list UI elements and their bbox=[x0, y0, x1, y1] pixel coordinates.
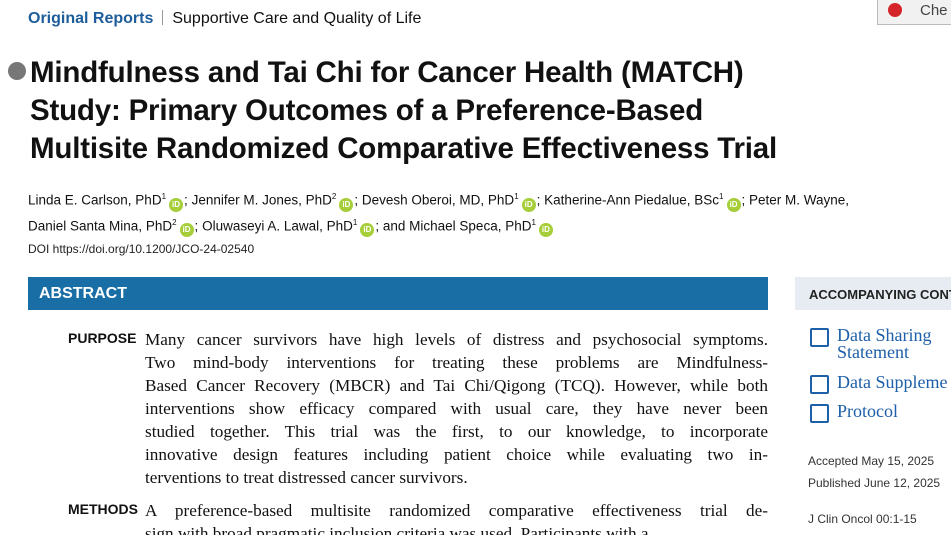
title-line: Mindfulness and Tai Chi for Cancer Healt… bbox=[30, 56, 744, 89]
orcid-icon[interactable]: iD bbox=[521, 197, 536, 212]
affiliation: 1 bbox=[161, 192, 167, 201]
author-line: Linda E. Carlson, PhD1iD; Jennifer M. Jo… bbox=[28, 186, 951, 212]
link-line: Statement bbox=[837, 342, 909, 362]
link-text: Data Sharing Statement bbox=[837, 325, 932, 362]
doi[interactable]: DOI https://doi.org/10.1200/JCO-24-02540 bbox=[28, 242, 255, 256]
text-line: interventions show efficacy compared wit… bbox=[145, 399, 768, 418]
link-icon bbox=[810, 404, 829, 423]
link-line: Protocol bbox=[837, 401, 898, 421]
separator: ; bbox=[354, 192, 359, 208]
text-line: Based Cancer Recovery (MBCR) and Tai Chi… bbox=[145, 376, 768, 395]
link-icon bbox=[810, 375, 829, 394]
author-name[interactable]: and Michael Speca, PhD bbox=[382, 218, 532, 233]
section-link[interactable]: Original Reports bbox=[28, 10, 154, 27]
link-text: Data Suppleme bbox=[837, 372, 948, 392]
section-label: PURPOSE bbox=[68, 330, 137, 346]
author-line: Daniel Santa Mina, PhD2iD; Oluwaseyi A. … bbox=[28, 212, 951, 237]
affiliation: 1 bbox=[514, 192, 519, 201]
separator: ; bbox=[375, 218, 380, 233]
open-access-icon bbox=[8, 62, 26, 80]
update-button[interactable]: Che bbox=[877, 0, 951, 25]
author-name[interactable]: Oluwaseyi A. Lawal, PhD bbox=[202, 218, 353, 233]
article-title: Mindfulness and Tai Chi for Cancer Healt… bbox=[30, 54, 777, 168]
affiliation: 1 bbox=[352, 217, 358, 227]
abstract-heading: ABSTRACT bbox=[28, 277, 768, 310]
author-name[interactable]: Peter M. Wayne, bbox=[749, 192, 850, 208]
orcid-icon[interactable]: iD bbox=[339, 197, 354, 212]
text-line: Two mind-body interventions for treating… bbox=[145, 353, 768, 372]
date: Published June 12, 2025 bbox=[808, 476, 941, 490]
affiliation: 1 bbox=[531, 217, 536, 227]
text-line: Many cancer survivors have high levels o… bbox=[145, 330, 768, 349]
link-line: Data Suppleme bbox=[837, 372, 948, 392]
link-text: Protocol bbox=[837, 401, 898, 421]
author-name[interactable]: Jennifer M. Jones, PhD bbox=[191, 192, 332, 208]
separator: ; bbox=[184, 192, 188, 208]
section-label: METHODS bbox=[68, 501, 138, 517]
author-name[interactable]: Katherine-Ann Piedalue, BSc bbox=[544, 192, 720, 208]
text-line: A preference-based multisite randomized … bbox=[145, 501, 768, 520]
subsection: Supportive Care and Quality of Life bbox=[172, 10, 422, 27]
link-line: Data Sharing bbox=[837, 325, 932, 345]
affiliation: 2 bbox=[172, 217, 177, 227]
link-icon bbox=[810, 328, 829, 347]
orcid-icon[interactable]: iD bbox=[179, 223, 194, 237]
title-line: Multisite Randomized Comparative Effecti… bbox=[30, 132, 777, 165]
title-line: Study: Primary Outcomes of a Preference-… bbox=[30, 94, 704, 127]
author-name[interactable]: Devesh Oberoi, MD, PhD bbox=[361, 192, 515, 208]
button-label: Che bbox=[920, 2, 948, 19]
heading-text: ACCOMPANYING CONT bbox=[809, 287, 951, 302]
orcid-icon[interactable]: iD bbox=[538, 223, 553, 237]
icon bbox=[888, 3, 902, 17]
orcid-icon[interactable]: iD bbox=[169, 197, 184, 212]
separator: ; bbox=[194, 218, 199, 233]
orcid-icon[interactable]: iD bbox=[726, 197, 741, 212]
sidebar-heading: ACCOMPANYING CONT bbox=[795, 277, 951, 310]
text-line: innovative design features including pat… bbox=[145, 445, 768, 464]
separator: ; bbox=[741, 192, 746, 208]
breadcrumb: Original Reports Supportive Care and Qual… bbox=[28, 10, 421, 28]
date: Accepted May 15, 2025 bbox=[808, 454, 935, 468]
heading-text: ABSTRACT bbox=[39, 285, 127, 302]
affiliation: 1 bbox=[719, 192, 724, 201]
separator bbox=[162, 10, 164, 25]
section-text: A preference-based multisite randomized … bbox=[145, 499, 768, 535]
citation: J Clin Oncol 00:1-15 bbox=[808, 512, 917, 526]
affiliation: 2 bbox=[331, 192, 337, 201]
text-line: studied together. This trial was the fir… bbox=[145, 422, 768, 441]
authors: Linda E. Carlson, PhD1iD; Jennifer M. Jo… bbox=[28, 186, 951, 237]
author-name[interactable]: Linda E. Carlson, PhD bbox=[28, 192, 162, 208]
separator: ; bbox=[536, 192, 541, 208]
author-name[interactable]: Daniel Santa Mina, PhD bbox=[28, 218, 173, 233]
section-text: Many cancer survivors have high levels o… bbox=[145, 328, 768, 489]
text-line: terventions to treat distressed cancer s… bbox=[145, 468, 468, 487]
orcid-icon[interactable]: iD bbox=[360, 223, 375, 237]
text-line: sign with broad pragmatic inclusion crit… bbox=[145, 524, 649, 535]
